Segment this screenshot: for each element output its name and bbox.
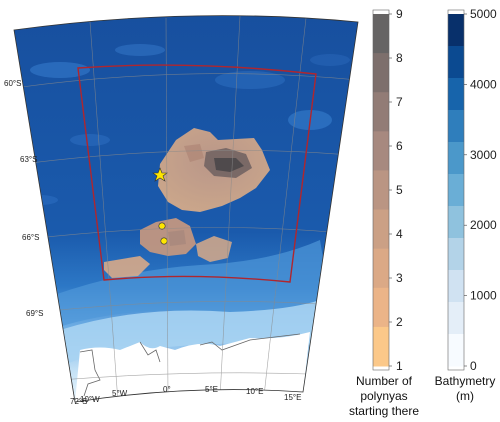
lon-label: 5°W bbox=[112, 389, 128, 398]
lat-label: 60°S bbox=[4, 79, 21, 88]
lon-label: 15°E bbox=[284, 393, 301, 402]
lon-label: 5°E bbox=[205, 385, 218, 394]
colorbar-swatch bbox=[373, 248, 389, 289]
colorbar-swatch bbox=[373, 209, 389, 250]
colorbar-tick-label: 0 bbox=[470, 359, 477, 373]
continental-slope bbox=[40, 240, 330, 330]
colorbar-swatch bbox=[448, 270, 464, 303]
colorbar-tick-label: 1000 bbox=[470, 289, 497, 303]
title-line: Number of bbox=[355, 374, 413, 388]
colorbar-tick-label: 1 bbox=[396, 359, 403, 373]
coastline-3 bbox=[199, 333, 301, 351]
colorbar-swatch bbox=[448, 174, 464, 207]
lat-label: 66°S bbox=[22, 233, 39, 242]
colorbar-swatch bbox=[373, 287, 389, 328]
colorbar-tick-label: 9 bbox=[396, 7, 403, 21]
star-marker bbox=[152, 167, 168, 182]
polynya-colorbar-title: Number of polynyas starting there bbox=[344, 374, 424, 419]
title-line: Bathymetry bbox=[434, 374, 496, 388]
colorbar-swatch bbox=[373, 170, 389, 211]
title-line: (m) bbox=[456, 389, 474, 403]
colorbar-tick-label: 3000 bbox=[470, 148, 497, 162]
colorbar-swatch bbox=[448, 78, 464, 111]
lat-label: 72°S bbox=[70, 397, 87, 406]
colorbar-swatch bbox=[373, 326, 389, 367]
polynya-density bbox=[104, 128, 270, 278]
coastline bbox=[79, 349, 101, 397]
map-frame bbox=[13, 15, 359, 403]
title-line: starting there bbox=[348, 404, 420, 418]
colorbar-swatch bbox=[373, 131, 389, 171]
lon-label: 10°W bbox=[80, 395, 100, 404]
bathymetry-colorbar: 5000 4000 3000 2000 1000 0 bbox=[447, 7, 497, 373]
colorbar-tick-label: 3 bbox=[396, 271, 403, 285]
colorbar-swatch bbox=[373, 92, 389, 132]
colorbar-tick-label: 7 bbox=[396, 95, 403, 109]
colorbar-swatch bbox=[448, 110, 464, 143]
colorbar-tick-label: 6 bbox=[396, 139, 403, 153]
bathymetry-colorbar-ticks: 5000 4000 3000 2000 1000 0 bbox=[464, 7, 497, 373]
colorbar-swatch bbox=[448, 14, 464, 47]
colorbar-swatch bbox=[448, 206, 464, 239]
circle-marker-1 bbox=[158, 222, 166, 230]
colorbar-swatch bbox=[373, 14, 389, 54]
lat-label: 69°S bbox=[26, 309, 43, 318]
colorbar-tick-label: 4000 bbox=[470, 77, 497, 91]
colorbar-swatch bbox=[448, 334, 464, 367]
colorbar-swatch bbox=[448, 142, 464, 175]
study-region-box bbox=[77, 64, 317, 283]
colorbar-swatch bbox=[448, 46, 464, 79]
bathymetry-colorbar-title: Bathymetry (m) bbox=[430, 374, 500, 404]
bathymetry-colorbar-blocks bbox=[448, 14, 464, 367]
polynya-markers bbox=[152, 167, 168, 245]
colorbar-swatch bbox=[373, 53, 389, 93]
colorbar-tick-label: 8 bbox=[396, 51, 403, 65]
antarctic-land bbox=[75, 332, 310, 402]
title-line: polynyas bbox=[360, 389, 408, 403]
colorbar-swatch bbox=[448, 238, 464, 271]
circle-marker-2 bbox=[160, 237, 168, 245]
lon-label: 10°E bbox=[246, 387, 263, 396]
graticule bbox=[14, 15, 358, 402]
colorbar-tick-label: 4 bbox=[396, 227, 403, 241]
colorbar-tick-label: 5 bbox=[396, 183, 403, 197]
lon-label: 0° bbox=[163, 385, 171, 394]
coastline-2 bbox=[139, 341, 161, 363]
colorbar-tick-label: 2000 bbox=[470, 218, 497, 232]
colorbar-tick-label: 2 bbox=[396, 315, 403, 329]
polynya-colorbar-ticks: 9 8 7 6 5 4 3 2 1 bbox=[389, 7, 403, 373]
polynya-colorbar: 9 8 7 6 5 4 3 2 1 bbox=[372, 7, 403, 373]
lat-label: 63°S bbox=[20, 155, 37, 164]
longitude-labels: 10°W 5°W 0° 5°E 10°E 15°E bbox=[80, 385, 301, 404]
map-panel: 60°S 63°S 66°S 69°S 72°S 10°W 5°W 0° 5°E… bbox=[4, 15, 359, 406]
colorbar-tick-label: 5000 bbox=[470, 7, 497, 21]
latitude-labels: 60°S 63°S 66°S 69°S 72°S bbox=[4, 79, 87, 406]
colorbar-swatch bbox=[448, 302, 464, 335]
polynya-colorbar-blocks bbox=[373, 14, 389, 367]
